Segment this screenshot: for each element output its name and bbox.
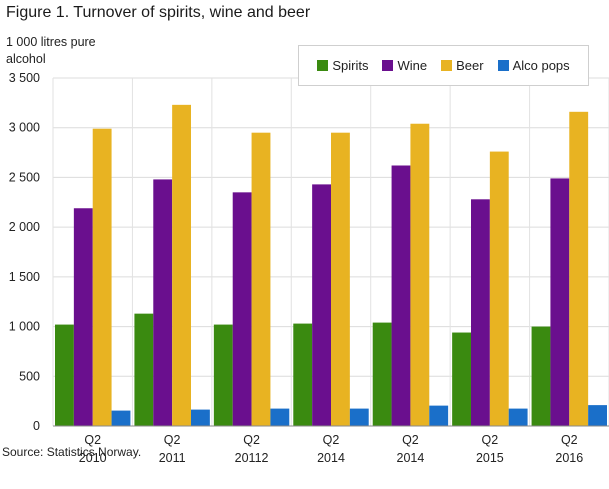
bar-wine: [550, 178, 570, 426]
x-tick-label-year: 2015: [476, 451, 504, 465]
bar-beer: [410, 123, 430, 426]
x-tick-label-quarter: Q2: [561, 433, 578, 447]
y-tick-label: 500: [19, 369, 40, 383]
y-axis-label: 1 000 litres pure alcohol: [6, 35, 96, 66]
bar-spirits: [55, 324, 74, 426]
y-tick-label: 0: [33, 419, 40, 433]
bar-alco-pops: [191, 409, 210, 426]
legend-item: Wine: [382, 58, 427, 73]
legend-swatch: [497, 60, 509, 71]
legend-item: Spirits: [317, 58, 368, 73]
bar-spirits: [134, 313, 154, 426]
bar-beer: [569, 111, 589, 426]
y-tick-label: 3 500: [9, 71, 40, 85]
x-tick-label-year: 2011: [159, 451, 186, 465]
x-tick-label-year: 2014: [397, 451, 425, 465]
x-tick-label-year: 2010: [79, 451, 107, 465]
bar-wine: [471, 199, 490, 426]
x-tick-label-quarter: Q2: [323, 433, 340, 447]
bar-alco-pops: [270, 408, 290, 426]
legend-swatch: [382, 60, 394, 71]
x-tick-label-quarter: Q2: [164, 433, 181, 447]
x-tick-label-year: 20112: [235, 451, 269, 465]
y-tick-label: 1 000: [9, 320, 40, 334]
legend-label: Spirits: [332, 58, 369, 73]
y-tick-label: 3 000: [9, 121, 40, 135]
bar-spirits: [372, 322, 392, 426]
y-tick-label: 2 000: [9, 220, 40, 234]
bar-beer: [251, 132, 271, 426]
x-tick-label-quarter: Q2: [402, 433, 419, 447]
bar-wine: [73, 208, 93, 426]
source-note: Source: Statistics Norway.: [2, 445, 142, 459]
bar-beer: [92, 128, 112, 427]
x-tick-label-quarter: Q2: [243, 433, 260, 447]
x-tick-label-year: 2014: [317, 451, 345, 465]
bar-spirits: [452, 332, 471, 426]
bar-alco-pops: [349, 408, 369, 426]
legend-label: Beer: [456, 58, 484, 73]
bar-spirits: [531, 326, 551, 426]
legend-label: Wine: [397, 58, 428, 73]
bar-beer: [172, 104, 191, 427]
bar-wine: [232, 192, 252, 426]
bar-wine: [153, 179, 173, 426]
legend: Spirits Wine Beer Alco pops: [298, 45, 589, 86]
bar-alco-pops: [508, 408, 528, 426]
y-tick-label: 1 500: [9, 270, 40, 284]
legend-swatch: [441, 60, 453, 71]
bar-alco-pops: [588, 405, 607, 426]
bar-wine: [391, 165, 411, 427]
x-tick-label-quarter: Q2: [482, 433, 499, 447]
chart-title: Figure 1. Turnover of spirits, wine and …: [6, 4, 311, 21]
legend-item: Beer: [441, 58, 484, 73]
bar-spirits: [213, 324, 233, 426]
bar-wine: [312, 184, 331, 426]
legend-label: Alco pops: [512, 58, 570, 73]
bar-beer: [331, 132, 350, 426]
bar-beer: [489, 151, 509, 426]
x-tick-label-year: 2016: [555, 451, 583, 465]
y-tick-label: 2 500: [9, 170, 40, 184]
bar-spirits: [293, 323, 313, 426]
bar-alco-pops: [111, 410, 131, 426]
x-tick-label-quarter: Q2: [84, 433, 101, 447]
bar-alco-pops: [429, 405, 449, 426]
legend-swatch: [317, 60, 329, 71]
legend-item: Alco pops: [497, 58, 570, 73]
